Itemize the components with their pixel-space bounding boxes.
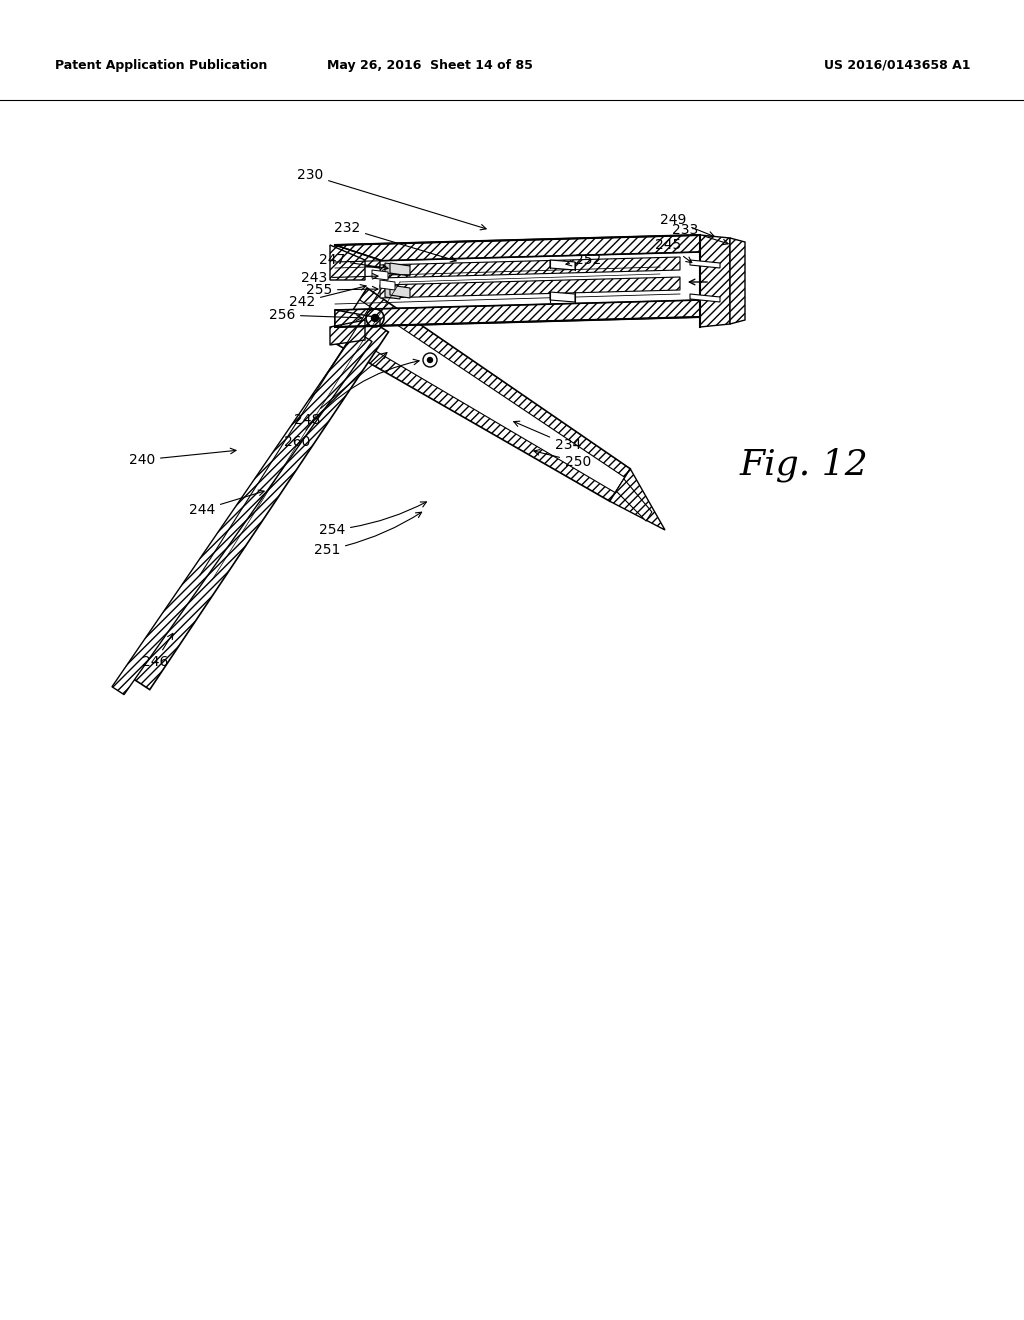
Text: 242: 242 <box>289 285 367 309</box>
Text: 248: 248 <box>294 352 387 426</box>
Text: 233: 233 <box>672 223 728 244</box>
Polygon shape <box>380 277 680 298</box>
Polygon shape <box>335 246 380 268</box>
Polygon shape <box>335 235 700 261</box>
Text: 251: 251 <box>313 512 422 557</box>
Polygon shape <box>690 294 720 302</box>
Polygon shape <box>112 331 372 694</box>
Text: 254: 254 <box>318 502 426 537</box>
Polygon shape <box>385 286 400 300</box>
Text: 234: 234 <box>514 421 582 451</box>
Text: 260: 260 <box>284 359 419 449</box>
Text: 256: 256 <box>268 308 361 322</box>
Polygon shape <box>335 300 700 327</box>
Polygon shape <box>700 235 730 327</box>
Text: 244: 244 <box>188 490 264 517</box>
Polygon shape <box>550 260 575 271</box>
Polygon shape <box>330 319 365 345</box>
Text: 246: 246 <box>141 634 173 669</box>
Circle shape <box>427 358 432 363</box>
Text: Fig. 12: Fig. 12 <box>740 447 868 482</box>
Text: 249: 249 <box>660 213 715 238</box>
Text: 243: 243 <box>301 271 378 285</box>
Polygon shape <box>380 257 680 279</box>
Polygon shape <box>330 246 365 280</box>
Text: 240: 240 <box>129 449 236 467</box>
Polygon shape <box>609 469 665 531</box>
Text: May 26, 2016  Sheet 14 of 85: May 26, 2016 Sheet 14 of 85 <box>327 58 532 71</box>
Polygon shape <box>333 288 630 502</box>
Polygon shape <box>616 479 652 521</box>
Polygon shape <box>390 263 410 276</box>
Text: 245: 245 <box>655 238 692 263</box>
Polygon shape <box>335 310 380 327</box>
Text: 230: 230 <box>297 168 486 230</box>
Text: 250: 250 <box>534 450 591 469</box>
Polygon shape <box>550 292 575 302</box>
Polygon shape <box>690 260 720 268</box>
Text: 232: 232 <box>334 220 456 261</box>
Text: US 2016/0143658 A1: US 2016/0143658 A1 <box>823 58 970 71</box>
Text: 252: 252 <box>566 253 601 267</box>
Polygon shape <box>372 271 388 280</box>
Polygon shape <box>129 317 388 689</box>
Circle shape <box>372 314 379 322</box>
Polygon shape <box>730 238 745 323</box>
Polygon shape <box>380 280 395 290</box>
Polygon shape <box>340 300 625 492</box>
Text: 255: 255 <box>306 282 378 297</box>
Text: 247: 247 <box>318 253 388 271</box>
Text: Patent Application Publication: Patent Application Publication <box>55 58 267 71</box>
Polygon shape <box>390 285 410 298</box>
Polygon shape <box>385 263 400 275</box>
